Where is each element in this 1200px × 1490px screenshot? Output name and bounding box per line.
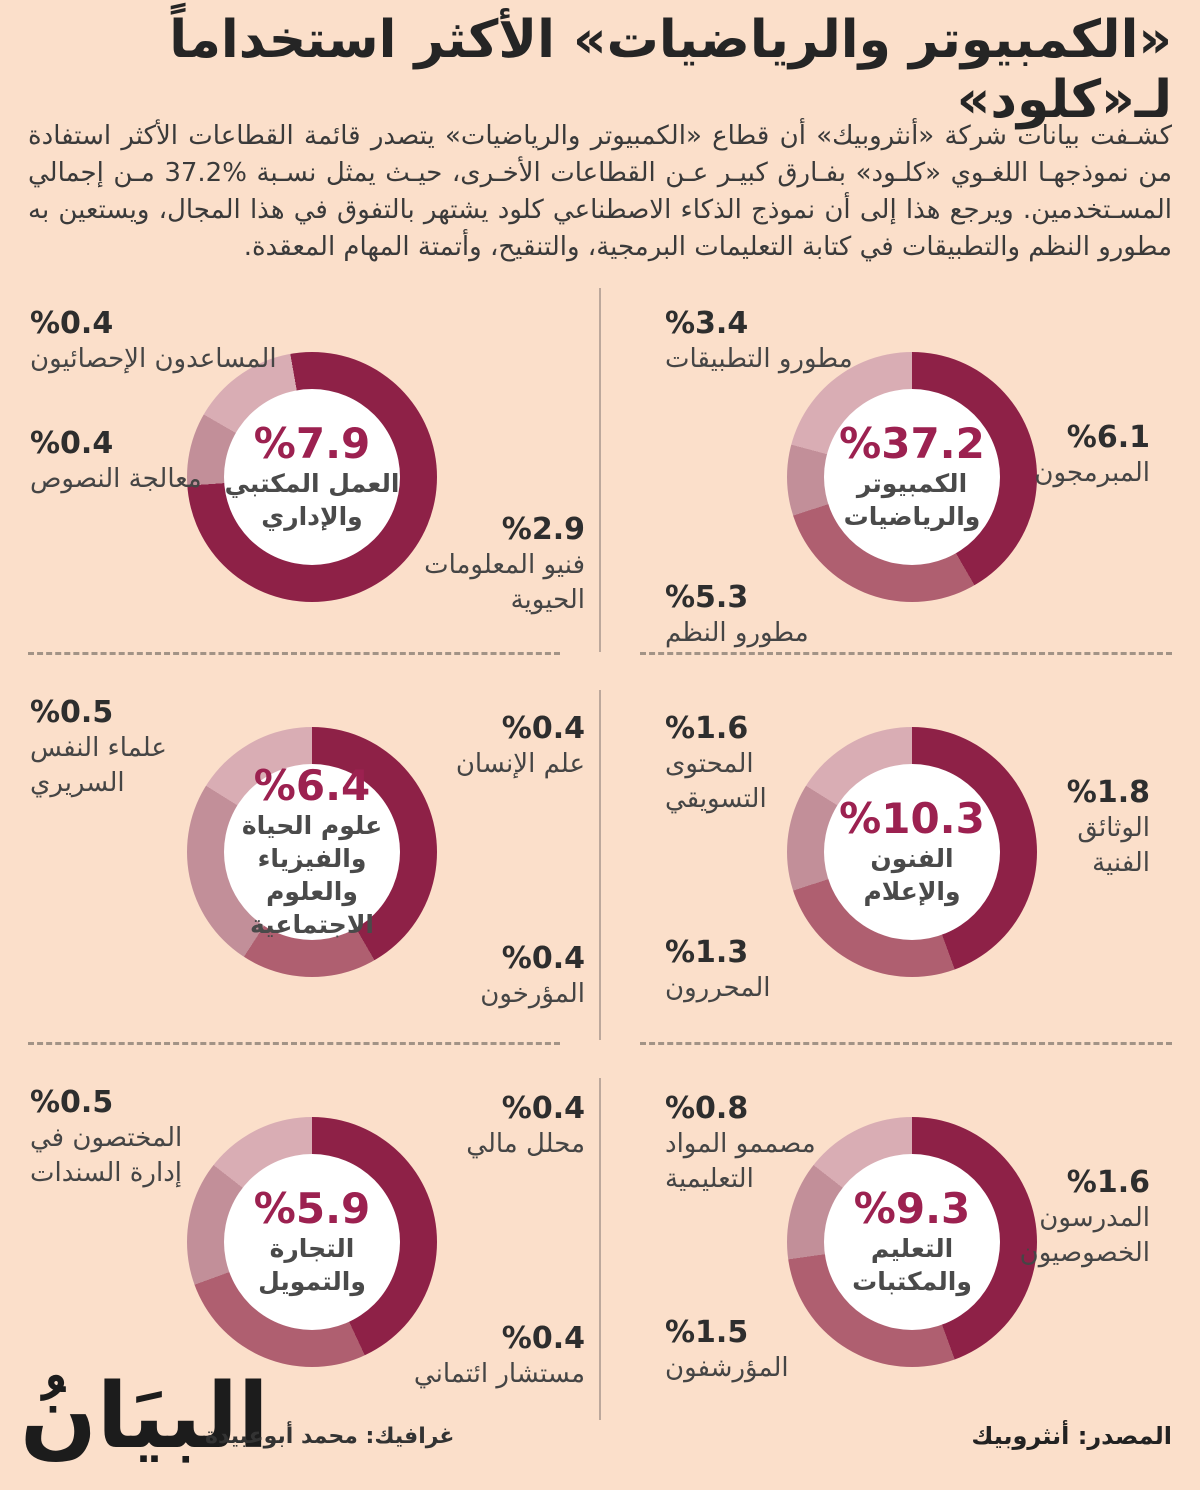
albayan-logo: البيَانُ bbox=[20, 1364, 269, 1469]
center-value: %9.3 bbox=[853, 1184, 971, 1233]
donut-arts-media: %10.3 الفنون والإعلام bbox=[787, 727, 1037, 977]
center-label: علوم الحياة bbox=[241, 811, 383, 840]
donut-office-admin: %7.9 العمل المكتبي والإداري bbox=[187, 352, 437, 602]
chart-cell-trade-finance: %5.9 التجارة والتمويل %0.5 المختصون في إ… bbox=[0, 1055, 600, 1420]
segment-label: %0.5 المختصون في إدارة السندات bbox=[30, 1085, 183, 1188]
row-divider bbox=[640, 652, 1172, 655]
donut-center: %37.2 الكمبيوتر والرياضيات bbox=[824, 389, 1000, 565]
donut-center: %7.9 العمل المكتبي والإداري bbox=[224, 389, 400, 565]
segment-label: %1.3 المحررون bbox=[665, 935, 771, 1003]
donut-center: %10.3 الفنون والإعلام bbox=[824, 764, 1000, 940]
segment-label: %0.4 معالجة النصوص bbox=[30, 426, 202, 494]
column-divider bbox=[599, 288, 601, 652]
center-label: التعليم bbox=[870, 1234, 954, 1263]
segment-label: %2.9 فنيو المعلومات الحيوية bbox=[424, 512, 585, 615]
center-label: والمكتبات bbox=[852, 1267, 972, 1296]
chart-cell-sciences: %6.4 علوم الحياة والفيزياء والعلوم الاجت… bbox=[0, 665, 600, 1045]
donut-education-libraries: %9.3 التعليم والمكتبات bbox=[787, 1117, 1037, 1367]
center-value: %5.9 bbox=[253, 1184, 371, 1233]
center-label: والإداري bbox=[261, 502, 363, 531]
segment-label: %0.4 علم الإنسان bbox=[455, 711, 585, 779]
row-divider bbox=[640, 1042, 1172, 1045]
segment-label: %0.4 مستشار ائتماني bbox=[413, 1321, 585, 1389]
intro-paragraph: كشـفت بيانات شركة «أنثروبيك» أن قطاع «ال… bbox=[28, 121, 1172, 262]
segment-label: %6.1 المبرمجون bbox=[1034, 420, 1150, 488]
page-title: «الكمبيوتر والرياضيات» الأكثر استخداماً … bbox=[169, 10, 1172, 130]
segment-label: %5.3 مطورو النظم bbox=[665, 580, 809, 648]
row-divider bbox=[28, 652, 560, 655]
center-label: والرياضيات bbox=[843, 502, 981, 531]
graphic-credit: غرافيك: محمد أبوعبيدة bbox=[205, 1424, 455, 1449]
center-label: الفنون والإعلام bbox=[863, 844, 961, 906]
center-label: الاجتماعية bbox=[250, 910, 374, 939]
donut-computer-math: %37.2 الكمبيوتر والرياضيات bbox=[787, 352, 1037, 602]
row-divider bbox=[28, 1042, 560, 1045]
segment-label: %1.8 الوثائق الفنية bbox=[1066, 775, 1150, 878]
segment-label: %0.8 مصممو المواد التعليمية bbox=[665, 1091, 816, 1194]
segment-label: %0.5 علماء النفس السريري bbox=[30, 695, 167, 798]
segment-label: %0.4 المؤرخون bbox=[480, 941, 585, 1009]
donut-center: %5.9 التجارة والتمويل bbox=[224, 1154, 400, 1330]
segment-label: %1.6 المدرسون الخصوصيون bbox=[1019, 1165, 1150, 1268]
center-value: %7.9 bbox=[253, 419, 371, 468]
chart-cell-arts-media: %10.3 الفنون والإعلام %1.6 المحتوى التسو… bbox=[600, 665, 1200, 1045]
donut-sciences: %6.4 علوم الحياة والفيزياء والعلوم الاجت… bbox=[187, 727, 437, 977]
chart-cell-computer-math: %37.2 الكمبيوتر والرياضيات %3.4 مطورو ال… bbox=[600, 290, 1200, 655]
center-value: %6.4 bbox=[253, 761, 371, 810]
column-divider bbox=[599, 1078, 601, 1420]
center-label: التجارة والتمويل bbox=[258, 1234, 366, 1296]
segment-label: %3.4 مطورو التطبيقات bbox=[665, 306, 853, 374]
column-divider bbox=[599, 690, 601, 1040]
segment-label: %1.6 المحتوى التسويقي bbox=[665, 711, 767, 814]
center-label: العمل المكتبي bbox=[224, 469, 400, 498]
segment-label: %0.4 المساعدون الإحصائيون bbox=[30, 306, 277, 374]
donut-trade-finance: %5.9 التجارة والتمويل bbox=[187, 1117, 437, 1367]
center-value: %10.3 bbox=[839, 794, 985, 843]
donut-center: %6.4 علوم الحياة والفيزياء والعلوم الاجت… bbox=[224, 761, 400, 940]
segment-label: %1.5 المؤرشفون bbox=[665, 1315, 789, 1383]
center-label: والفيزياء والعلوم bbox=[257, 844, 367, 906]
segment-label: %0.4 محلل مالي bbox=[466, 1091, 585, 1159]
donut-center: %9.3 التعليم والمكتبات bbox=[824, 1154, 1000, 1330]
chart-cell-education-libraries: %9.3 التعليم والمكتبات %0.8 مصممو المواد… bbox=[600, 1055, 1200, 1420]
center-value: %37.2 bbox=[839, 419, 985, 468]
chart-cell-office-admin: %7.9 العمل المكتبي والإداري %0.4 المساعد… bbox=[0, 290, 600, 655]
center-label: الكمبيوتر bbox=[856, 469, 968, 498]
source-credit: المصدر: أنثروبيك bbox=[971, 1422, 1172, 1450]
